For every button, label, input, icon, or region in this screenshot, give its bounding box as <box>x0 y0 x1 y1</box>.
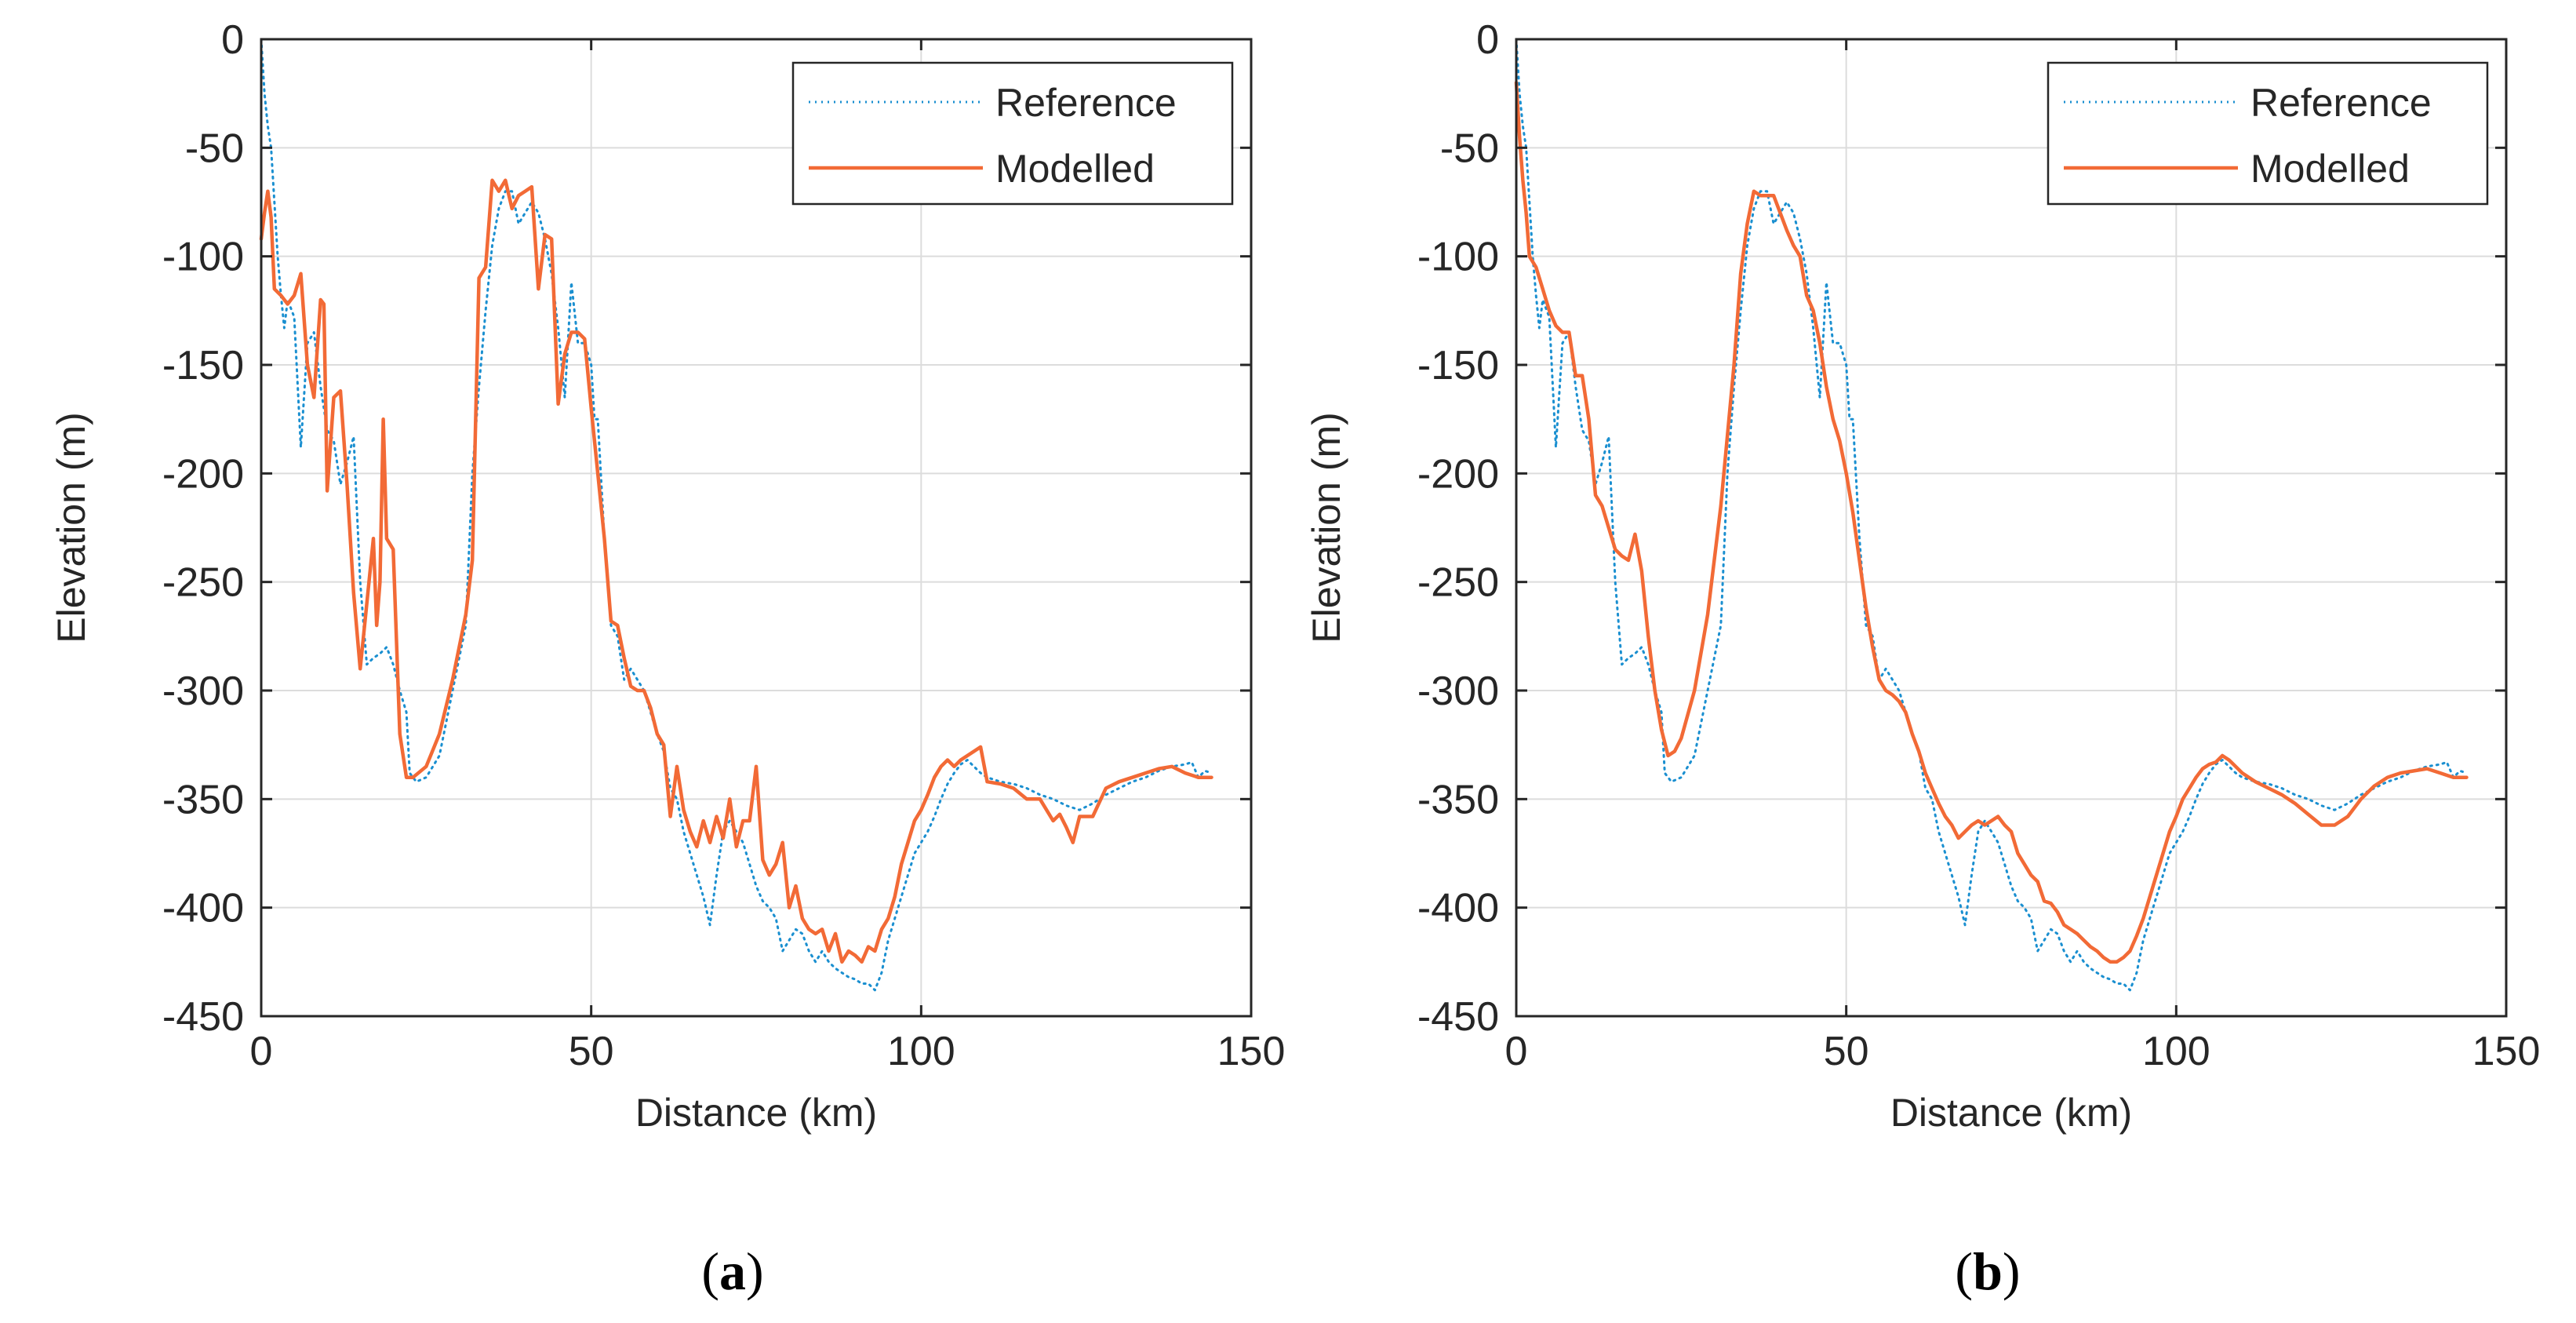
x-tick-label: 0 <box>1505 1029 1528 1074</box>
y-tick-label: -150 <box>1417 343 1499 388</box>
y-tick-label: -50 <box>1440 126 1499 171</box>
y-tick-label: 0 <box>1476 17 1499 63</box>
x-axis-label: Distance (km) <box>1890 1091 2132 1135</box>
y-tick-label: -100 <box>1417 235 1499 280</box>
legend-box <box>2047 61 2489 206</box>
y-tick-label: 0 <box>221 17 244 63</box>
y-tick-label: -450 <box>1417 994 1499 1040</box>
x-tick-label: 150 <box>1217 1029 1286 1074</box>
panel-caption: (b) <box>1955 1241 2020 1301</box>
x-tick-label: 150 <box>2472 1029 2541 1074</box>
legend: Reference Modelled <box>2047 61 2489 206</box>
y-tick-label: -300 <box>1417 669 1499 714</box>
axes-box <box>1515 38 2508 1018</box>
y-tick-label: -50 <box>185 126 244 171</box>
series-line-modelled <box>259 178 1213 964</box>
x-tick-label: 0 <box>250 1029 273 1074</box>
legend-label-reference: Reference <box>2250 81 2432 125</box>
y-tick-label: -450 <box>162 994 244 1040</box>
axes-box <box>260 38 1253 1018</box>
chart-panel-a: 0 50 100 150 0 -50 -100 -150 -200 -250 -300 -350 -40… <box>49 17 1285 1301</box>
legend: Reference Modelled <box>791 61 1234 206</box>
legend-label-reference: Reference <box>995 81 1177 125</box>
y-tick-label: -350 <box>1417 777 1499 822</box>
series-line-reference <box>1515 38 2468 992</box>
series-line-reference <box>260 38 1213 992</box>
legend-label-modelled: Modelled <box>2250 147 2410 191</box>
y-tick-label: -250 <box>1417 560 1499 606</box>
chart-panel-b: 0 50 100 150 0 -50 -100 -150 -200 -250 -300 -350 -40… <box>1304 17 2540 1301</box>
y-tick-label: -150 <box>162 343 244 388</box>
x-tick-label: 50 <box>569 1029 614 1074</box>
y-tick-label: -200 <box>162 451 244 497</box>
series-line-modelled <box>1514 81 2469 964</box>
panel-caption: (a) <box>701 1241 763 1301</box>
legend-label-modelled: Modelled <box>995 147 1155 191</box>
legend-box <box>791 61 1234 206</box>
x-tick-label: 50 <box>1824 1029 1869 1074</box>
y-tick-label: -400 <box>162 886 244 931</box>
y-tick-label: -100 <box>162 235 244 280</box>
y-tick-label: -400 <box>1417 886 1499 931</box>
x-axis-label: Distance (km) <box>635 1091 877 1135</box>
x-tick-label: 100 <box>887 1029 955 1074</box>
y-tick-label: -300 <box>162 669 244 714</box>
y-axis-label: Elevation (m) <box>49 412 93 643</box>
y-axis-label: Elevation (m) <box>1304 412 1348 643</box>
x-tick-label: 100 <box>2142 1029 2210 1074</box>
y-tick-label: -350 <box>162 777 244 822</box>
y-tick-label: -200 <box>1417 451 1499 497</box>
y-tick-label: -250 <box>162 560 244 606</box>
